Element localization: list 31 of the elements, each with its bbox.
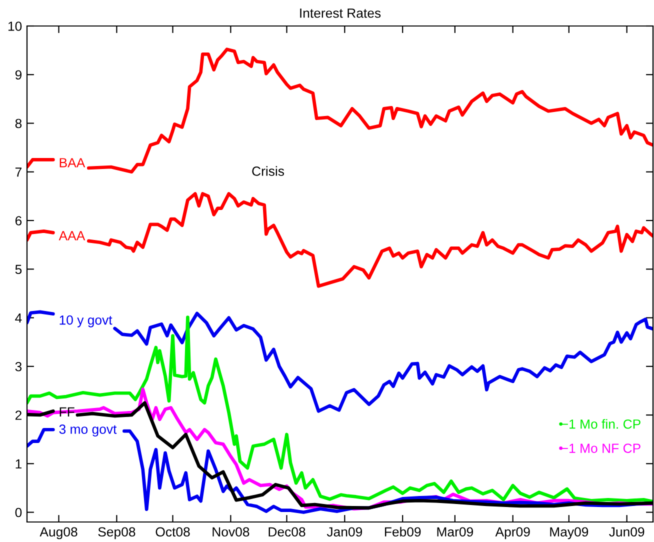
y-tick-label: 3 [15,362,22,372]
y-tick-label: 7 [15,168,22,177]
legend-label: −1 Mo fin. CP [561,419,640,429]
x-tick-label: Feb09 [384,526,421,537]
x-tick-label: Jun09 [609,527,644,537]
y-tick-label: 4 [15,313,22,323]
chart-title: Interest Rates [300,8,381,18]
x-tick-label: Jan09 [326,527,362,537]
y-tick-label: 10 [8,22,22,31]
series-label: AAA [58,231,86,240]
x-tick-label: Aug08 [40,527,78,540]
y-tick-label: 1 [16,459,22,468]
x-tick-label: Apr09 [495,527,530,540]
series-label: BAA [60,158,86,168]
line-series [27,316,653,504]
annotation: Crisis [252,166,284,176]
x-tick-label: Mar09 [437,527,473,537]
y-tick-label: 8 [15,118,22,128]
x-tick-label: May09 [550,527,588,540]
x-tick-label: Oct08 [156,527,190,537]
x-tick-label: Sep08 [98,527,136,540]
y-tick-label: 6 [15,216,22,226]
y-tick-label: 2 [15,410,22,420]
series-label: 10 y govt [60,315,112,328]
y-tick-label: 9 [15,70,22,80]
y-tick-label: 0 [15,508,22,518]
x-tick-label: Nov08 [212,527,250,537]
legend-label: −1 Mo NF CP [561,444,640,453]
series-label: 3 mo govt [59,424,117,436]
y-tick-label: 5 [15,264,22,274]
x-tick-label: Dec08 [268,527,306,537]
